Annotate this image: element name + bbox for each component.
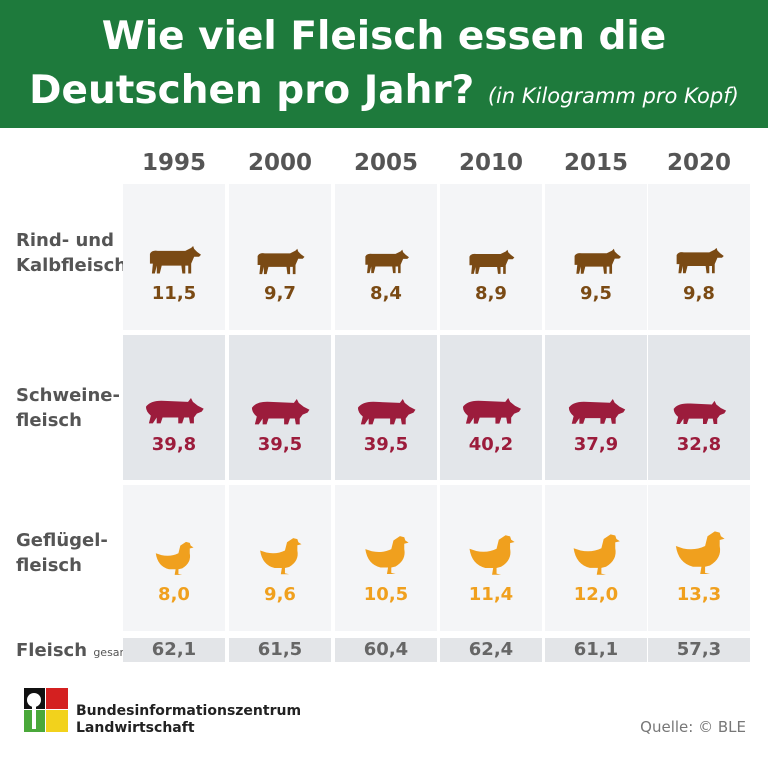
- cell-value: 8,4: [370, 283, 402, 305]
- cow-icon: [574, 248, 621, 274]
- year-header: 2015: [563, 150, 628, 176]
- total-label-main: Fleisch: [16, 640, 88, 661]
- cow-icon: [469, 249, 515, 274]
- source-note: Quelle: © BLE: [640, 718, 746, 736]
- total-value: 61,5: [229, 638, 331, 662]
- table-cell: 8,4: [335, 184, 437, 330]
- chicken-icon: [365, 536, 409, 575]
- total-label: Fleisch gesamt: [16, 638, 135, 665]
- subtitle: (in Kilogramm pro Kopf): [487, 84, 739, 108]
- table-cell: 10,5: [335, 485, 437, 631]
- cell-value: 9,6: [264, 584, 296, 606]
- table-cell: 12,0: [545, 485, 647, 631]
- table-cell: 8,0: [123, 485, 225, 631]
- cell-value: 10,5: [363, 584, 409, 606]
- total-value: 62,1: [123, 638, 225, 662]
- row-label-line2: Kalbfleisch: [16, 255, 128, 276]
- org-line1: Bundesinformationszentrum: [76, 703, 302, 719]
- table-cell: 11,4: [440, 485, 542, 631]
- table-cell: 13,3: [648, 485, 750, 631]
- table-cell: 37,9: [545, 335, 647, 480]
- table-cell: 40,2: [440, 335, 542, 480]
- total-value: 60,4: [335, 638, 437, 662]
- total-value: 57,3: [648, 638, 750, 662]
- year-header: 1995: [141, 150, 206, 176]
- cell-value: 11,4: [468, 584, 514, 606]
- title-line2: Deutschen pro Jahr? (in Kilogramm pro Ko…: [0, 68, 768, 113]
- total-value: 62,4: [440, 638, 542, 662]
- total-value: 61,1: [545, 638, 647, 662]
- year-header: 2005: [353, 150, 418, 176]
- row-label-line1: Geflügel-: [16, 530, 108, 551]
- row-label-line2: fleisch: [16, 410, 82, 431]
- pig-icon: [146, 398, 204, 424]
- cell-value: 39,8: [151, 433, 197, 455]
- cell-value: 9,8: [683, 283, 715, 305]
- row-label-line1: Schweine-: [16, 385, 120, 406]
- cell-value: 40,2: [468, 433, 514, 455]
- chicken-icon: [574, 533, 621, 575]
- table-cell: 9,7: [229, 184, 331, 330]
- cow-icon: [365, 250, 410, 274]
- table-cell: 9,5: [545, 184, 647, 330]
- pig-icon: [358, 398, 416, 424]
- table-cell: 11,5: [123, 184, 225, 330]
- table-cell: 9,8: [648, 184, 750, 330]
- table-cell: 39,5: [335, 335, 437, 480]
- pig-icon: [462, 398, 522, 424]
- row-label: Schweine-fleisch: [16, 383, 120, 433]
- row-label-line1: Rind- und: [16, 230, 114, 251]
- table-cell: 39,8: [123, 335, 225, 480]
- year-header: 2010: [458, 150, 523, 176]
- cell-value: 12,0: [573, 584, 619, 606]
- ble-logo: [24, 688, 68, 732]
- org-line2: Landwirtschaft: [76, 720, 195, 736]
- year-header: 2020: [666, 150, 731, 176]
- cell-value: 9,7: [264, 283, 296, 305]
- cell-value: 13,3: [676, 584, 722, 606]
- table-cell: 39,5: [229, 335, 331, 480]
- row-label: Rind- und Kalbfleisch: [16, 228, 127, 278]
- chicken-icon: [260, 538, 302, 575]
- pig-icon: [568, 399, 626, 424]
- table-cell: 32,8: [648, 335, 750, 480]
- organization-name: Bundesinformationszentrum Landwirtschaft: [76, 703, 301, 737]
- table-cell: 8,9: [440, 184, 542, 330]
- cow-icon: [676, 248, 724, 274]
- cell-value: 39,5: [363, 433, 409, 455]
- title-line2-text: Deutschen pro Jahr?: [29, 68, 475, 113]
- cell-value: 8,9: [475, 283, 507, 305]
- chicken-icon: [469, 534, 515, 575]
- cell-value: 9,5: [580, 283, 612, 305]
- pig-icon: [252, 398, 310, 424]
- row-label-line2: fleisch: [16, 555, 82, 576]
- cell-value: 11,5: [151, 283, 197, 305]
- row-label: Geflügel-fleisch: [16, 528, 108, 578]
- year-header: 2000: [247, 150, 312, 176]
- cell-value: 39,5: [257, 433, 303, 455]
- title-line1: Wie viel Fleisch essen die: [101, 14, 667, 59]
- cow-icon: [149, 246, 202, 274]
- cell-value: 8,0: [158, 584, 190, 606]
- chicken-icon: [675, 531, 725, 575]
- table-cell: 9,6: [229, 485, 331, 631]
- header: Wie viel Fleisch essen die Deutschen pro…: [0, 0, 768, 128]
- cell-value: 37,9: [573, 433, 619, 455]
- pig-icon: [673, 400, 727, 424]
- cell-value: 32,8: [676, 433, 722, 455]
- cow-icon: [257, 248, 305, 274]
- chicken-icon: [156, 541, 194, 575]
